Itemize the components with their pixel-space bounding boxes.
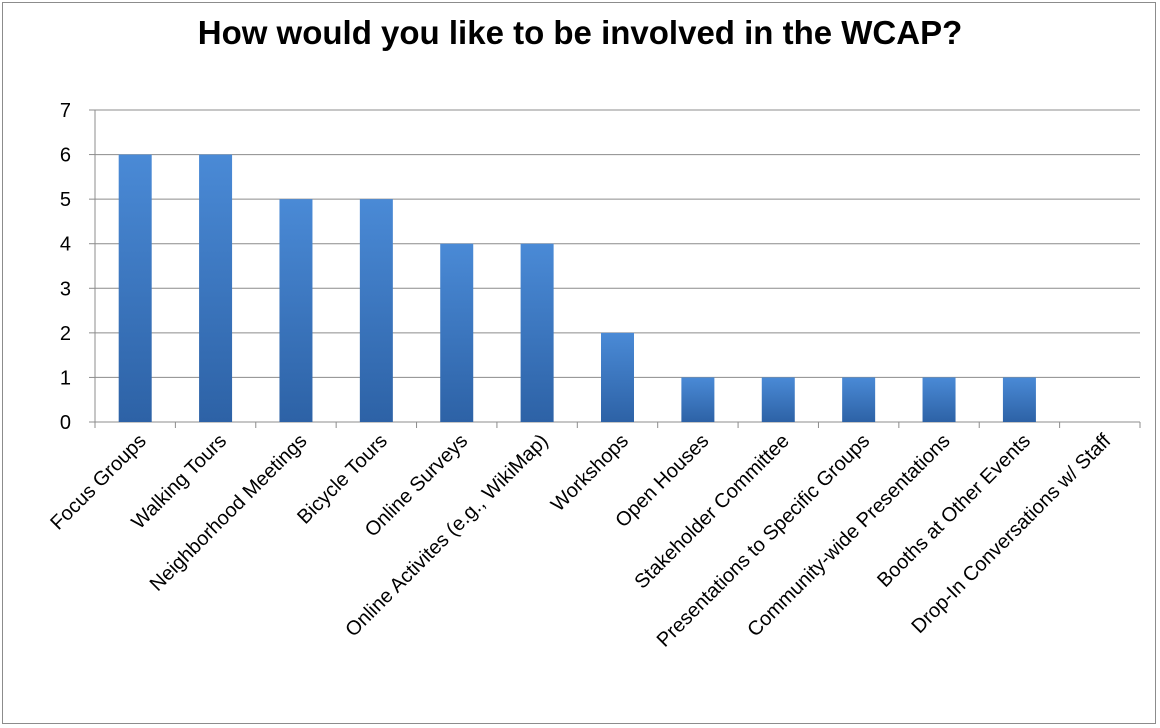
bar-6	[520, 243, 554, 422]
y-tick-labels: 0 1 2 3 4 5 6 7	[60, 100, 71, 434]
y-tick-label: 6	[60, 145, 71, 167]
bar-1	[118, 154, 152, 423]
bar-3	[279, 199, 313, 422]
x-tick-label: Stakeholder Committee	[630, 430, 793, 593]
bar-8	[681, 377, 715, 422]
y-tick-label: 2	[60, 323, 71, 345]
y-tick-label: 7	[60, 100, 71, 122]
y-tick-label: 0	[60, 412, 71, 434]
y-tick-label: 4	[60, 234, 71, 256]
bar-5	[440, 243, 474, 422]
bar-7	[601, 332, 634, 422]
bar-4	[359, 199, 393, 422]
gridlines	[95, 109, 1140, 378]
y-tick-label: 1	[60, 367, 71, 389]
x-tick-label: Workshops	[547, 430, 633, 516]
y-tick-label: 3	[60, 278, 71, 300]
bar-10	[842, 377, 876, 422]
y-tick-label: 5	[60, 189, 71, 211]
chart-title: How would you like to be involved in the…	[197, 14, 963, 51]
bar-12	[1002, 377, 1036, 422]
bar-11	[922, 377, 956, 422]
bars	[118, 154, 1036, 423]
x-tick-label: Booths at Other Events	[873, 430, 1035, 592]
bar-9	[761, 377, 795, 422]
bar-2	[199, 154, 233, 423]
x-tick-label: Neighborhood Meetings	[146, 430, 312, 596]
